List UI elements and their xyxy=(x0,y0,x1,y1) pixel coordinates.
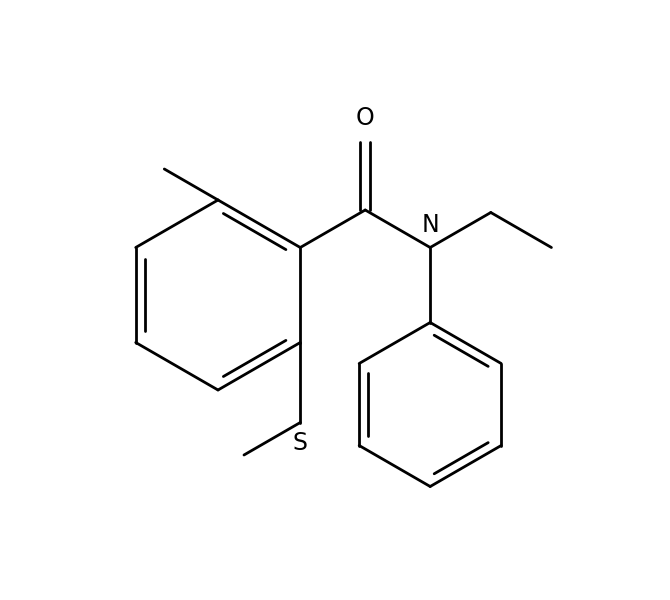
Text: O: O xyxy=(356,106,375,130)
Text: N: N xyxy=(421,214,439,238)
Text: S: S xyxy=(293,431,308,455)
